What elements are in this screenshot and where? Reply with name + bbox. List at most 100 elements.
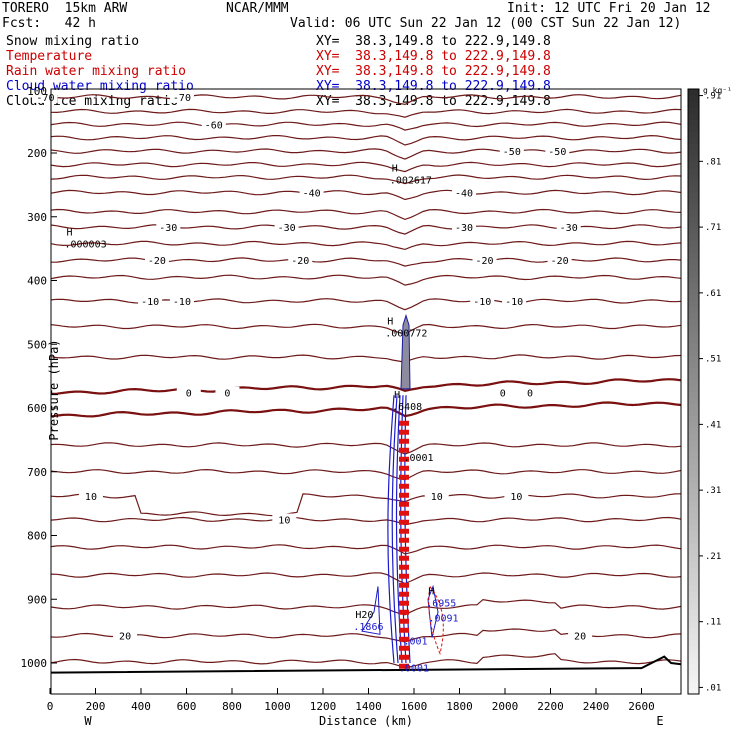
- colorbar-band: [688, 633, 699, 641]
- rain-water-contour: [399, 654, 409, 660]
- colorbar-band: [688, 240, 699, 247]
- colorbar-tick-label: .31: [705, 486, 721, 496]
- contour-label-background: [499, 145, 524, 158]
- colorbar-band: [688, 554, 699, 562]
- rain-water-contour: [399, 564, 409, 570]
- x-tick-label: 1000: [264, 700, 291, 713]
- x-tick-label: 2000: [492, 700, 519, 713]
- colorbar-band: [688, 361, 699, 368]
- y-tick-label: 1000: [21, 657, 48, 670]
- colorbar-band: [688, 252, 699, 259]
- x-tick-label: 0: [47, 700, 54, 713]
- figure-header: TORERO 15km ARW NCAR/MMM Init: 12 UTC Fr…: [0, 0, 740, 112]
- colorbar-band: [688, 621, 699, 628]
- rain-water-contour: [399, 573, 409, 579]
- colorbar-band: [688, 579, 699, 586]
- valid-time: Valid: 06 UTC Sun 22 Jan 12 (00 CST Sun …: [290, 16, 682, 31]
- contour-label: -20: [475, 256, 493, 267]
- colorbar-band: [688, 566, 699, 574]
- colorbar-band: [688, 337, 699, 344]
- colorbar-band: [688, 482, 699, 489]
- temperature-contour-line: [50, 134, 682, 146]
- temperature-contour-line: [50, 598, 682, 616]
- contour-label-background: [138, 294, 163, 307]
- field-xy-cloud-water: XY= 38.3,149.8 to 222.9,149.8: [316, 79, 551, 94]
- x-tick-label: 1400: [355, 700, 382, 713]
- colorbar-band: [688, 125, 699, 132]
- colorbar-band: [688, 427, 699, 435]
- colorbar-band: [688, 609, 699, 616]
- colorbar-band: [688, 197, 699, 205]
- temperature-contour-line: [50, 572, 682, 585]
- terrain: [50, 655, 682, 674]
- colorbar-tick-label: .01: [705, 683, 721, 693]
- colorbar-band: [688, 445, 699, 453]
- contour-label-background: [452, 186, 477, 199]
- contour-label: -40: [303, 189, 321, 200]
- axes: 0 200 400 600 800 1000 1200 1400 1600 1800 2000 220…: [21, 147, 655, 713]
- colorbar-band: [688, 349, 699, 356]
- colorbar-tick-label: .91: [705, 92, 721, 102]
- rain-water-contour: [399, 528, 409, 534]
- colorbar-band: [688, 536, 699, 544]
- maximum-value: .0001: [399, 663, 429, 674]
- colorbar-frame: [687, 88, 700, 695]
- contour-label: -30: [159, 223, 177, 234]
- x-tick-label: 200: [86, 700, 106, 713]
- contour-label: -30: [278, 223, 296, 234]
- colorbar-band: [688, 324, 699, 332]
- field-name-cloud-water: Cloud water mixing ratio: [6, 79, 194, 94]
- maximum-marker: H20: [355, 610, 373, 621]
- x-axis-label: Distance (km): [319, 714, 413, 728]
- temperature-contour-line: [50, 354, 682, 363]
- temperature-contour-line: [50, 401, 682, 418]
- colorbar-band: [688, 470, 699, 477]
- colorbar-band: [688, 464, 699, 471]
- cloud-ice-column: [400, 313, 411, 390]
- x-tick-label: 1600: [401, 700, 428, 713]
- colorbar-tick-label: .21: [705, 552, 721, 562]
- temperature-contour-line: [50, 493, 682, 517]
- contour-label-background: [547, 254, 572, 267]
- rain-water-contour: [399, 456, 409, 462]
- field-name-temperature: Temperature: [6, 49, 93, 64]
- contour-label-background: [288, 254, 313, 267]
- contour-label: -20: [148, 256, 166, 267]
- colorbar-band: [688, 155, 699, 163]
- colorbar-band: [688, 663, 699, 671]
- hydrometeor-contours: [361, 313, 444, 669]
- contour-label: -10: [173, 297, 191, 308]
- colorbar-band: [688, 681, 699, 689]
- rain-water-contour: [399, 429, 409, 435]
- y-tick-label: 300: [27, 211, 47, 224]
- colorbar-band: [688, 675, 699, 683]
- contour-label: -20: [551, 256, 569, 267]
- contour-label: -40: [455, 189, 473, 200]
- colorbar-band: [688, 439, 699, 447]
- colorbar-band: [688, 149, 699, 157]
- colorbar-band: [688, 476, 699, 483]
- colorbar-band: [688, 367, 699, 374]
- contour-label-background: [272, 513, 297, 526]
- maximum-value: .000003: [64, 239, 106, 250]
- colorbar-band: [688, 524, 699, 532]
- contour-label: -70: [36, 93, 54, 104]
- contour-label: 10: [431, 492, 443, 503]
- colorbar-band: [688, 651, 699, 659]
- model-title: TORERO 15km ARW: [2, 1, 128, 16]
- temperature-contour-line: [50, 240, 682, 251]
- maximum-value: .001: [403, 637, 427, 648]
- colorbar-band: [688, 234, 699, 241]
- temperature-contour-line: [50, 653, 682, 669]
- temperature-contour-line: [50, 108, 682, 118]
- temperature-contour-line: [50, 94, 682, 106]
- rain-water-contour: [399, 447, 409, 453]
- x-tick-label: 600: [177, 700, 197, 713]
- rain-water-contour: [399, 627, 409, 633]
- colorbar-band: [688, 391, 699, 399]
- colorbar-band: [688, 433, 699, 441]
- colorbar-band: [688, 185, 699, 193]
- temperature-contour-line: [50, 323, 682, 335]
- colorbar-band: [688, 597, 699, 604]
- y-tick-label: 400: [27, 275, 47, 288]
